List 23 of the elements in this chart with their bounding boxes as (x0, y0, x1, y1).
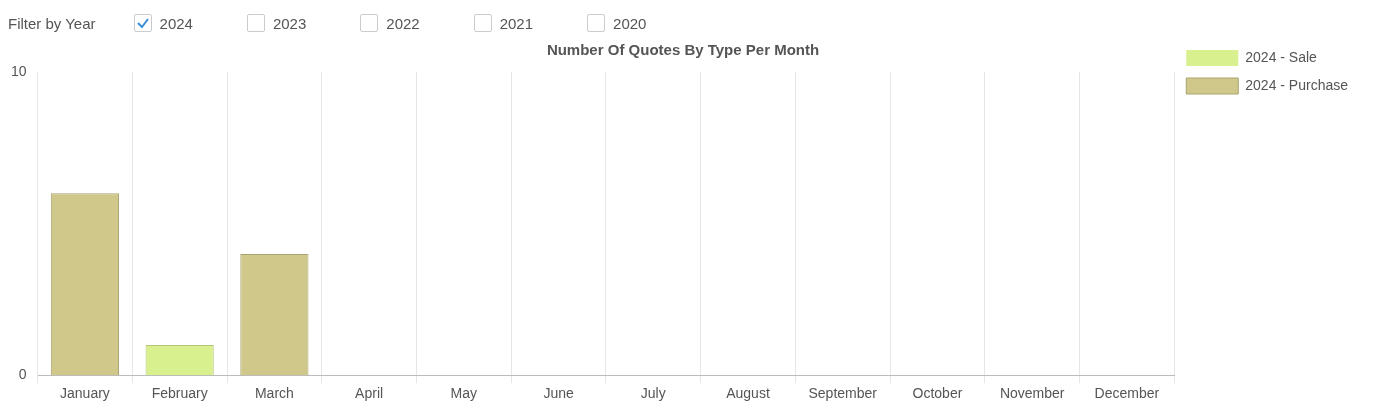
legend-label: 2024 - Purchase (1245, 76, 1349, 93)
x-tick-label: October (912, 385, 963, 402)
x-tick-label: June (543, 385, 574, 402)
text: 2022 (386, 14, 420, 32)
text: Filter by Year (8, 14, 96, 32)
x-tick-label: January (60, 385, 110, 402)
y-tick-label: 10 (10, 62, 27, 79)
x-tick-label: September (808, 385, 878, 402)
text: 2020 (613, 14, 647, 32)
x-tick-label: February (151, 385, 208, 402)
text: 2023 (272, 14, 307, 32)
x-tick-label: May (450, 385, 478, 402)
text: 2021 (499, 14, 534, 32)
legend-label: 2024 - Sale (1245, 48, 1318, 65)
x-tick-label: April (355, 385, 384, 402)
x-tick-label: March (254, 385, 294, 402)
x-tick-label: November (999, 385, 1065, 402)
x-tick-label: August (726, 385, 770, 402)
chart-title: Number Of Quotes By Type Per Month (546, 41, 820, 59)
y-tick-label: 0 (18, 366, 27, 383)
text: 2024 (159, 14, 193, 32)
x-tick-label: July (640, 385, 666, 402)
x-tick-label: December (1094, 385, 1160, 402)
